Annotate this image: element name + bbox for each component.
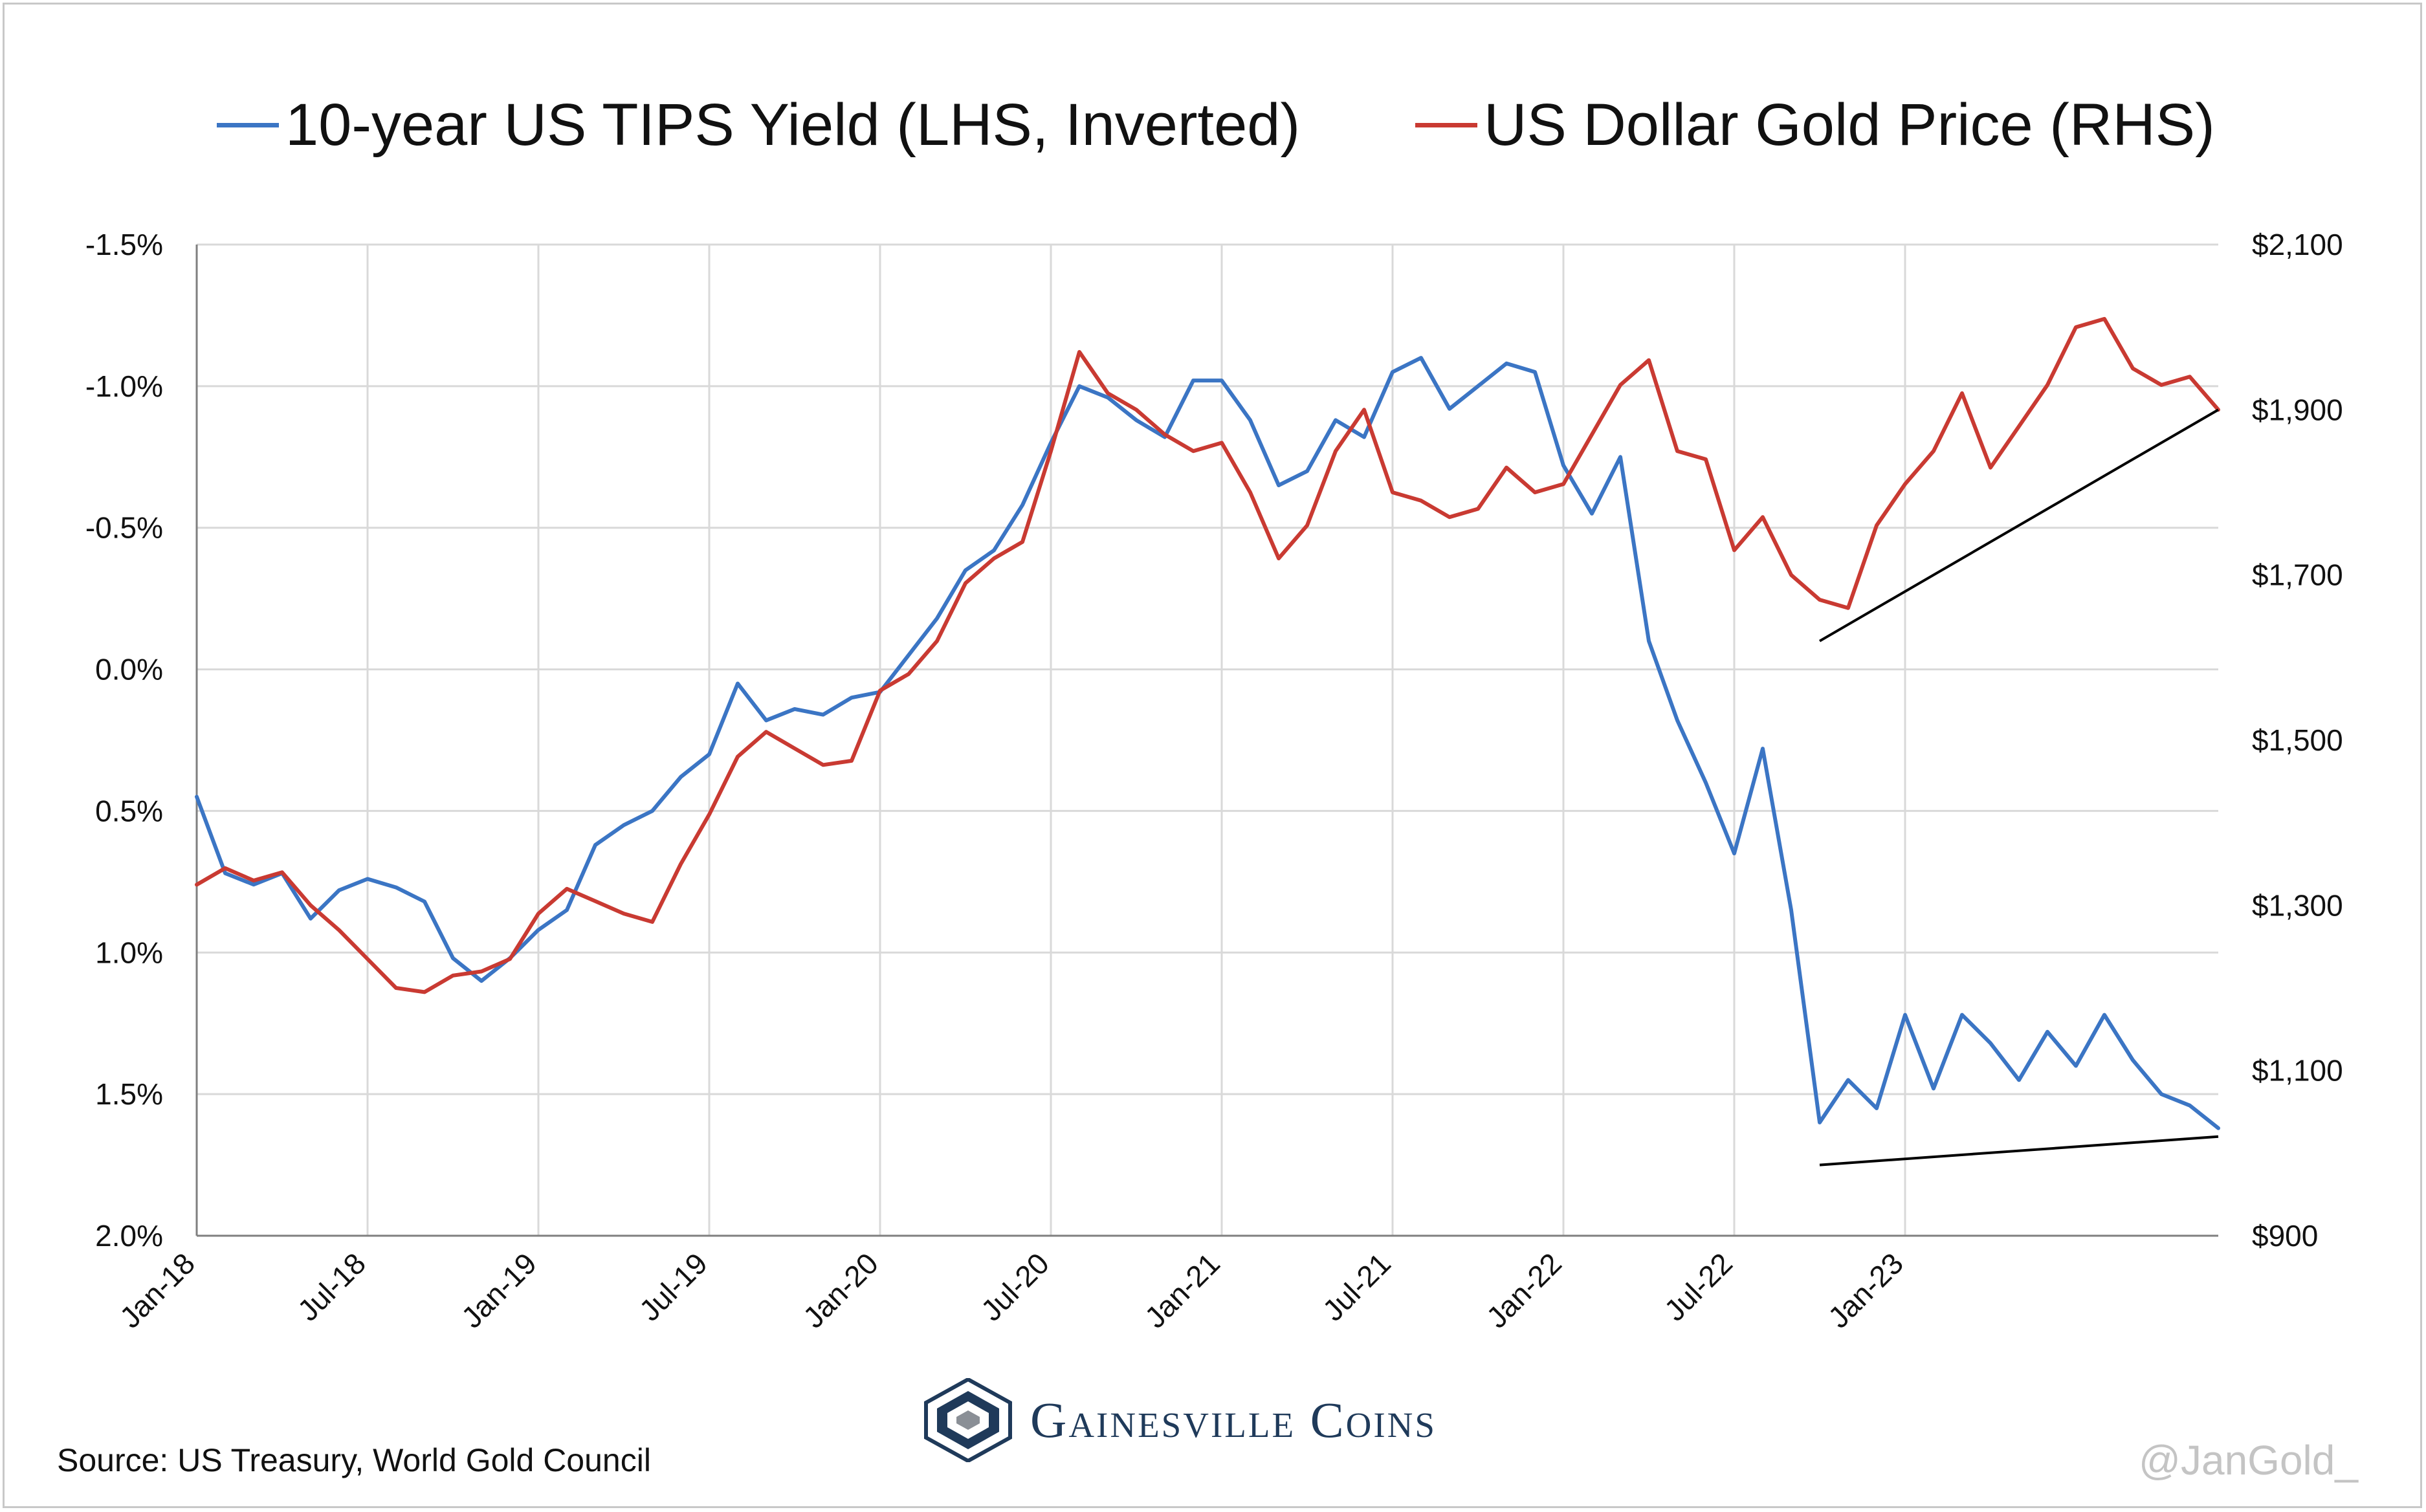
x-tick-label: Jan-20 [797, 1246, 885, 1334]
right-tick-label: $1,900 [2252, 393, 2343, 426]
legend-label-tips: 10-year US TIPS Yield (LHS, Inverted) [285, 91, 1301, 158]
x-tick-label: Jan-23 [1822, 1246, 1910, 1334]
trendline-gold [1818, 408, 2220, 642]
gainesville-coins-logo-icon [924, 1378, 1012, 1462]
right-tick-label: $1,700 [2252, 558, 2343, 592]
left-tick-label: -1.0% [85, 369, 163, 403]
logo-text: Gainesville Coins [1030, 1392, 1437, 1448]
x-tick-label: Jan-22 [1480, 1246, 1568, 1334]
left-tick-label: -0.5% [85, 511, 163, 545]
right-tick-label: $2,100 [2252, 228, 2343, 261]
x-tick-label: Jan-19 [455, 1246, 543, 1334]
x-tick-label: Jul-18 [291, 1246, 372, 1327]
series-tips-yield-line [195, 356, 2220, 1130]
watermark: @JanGold_ [2139, 1437, 2358, 1484]
left-tick-label: 2.0% [95, 1219, 163, 1253]
legend-item-tips-yield: 10-year US TIPS Yield (LHS, Inverted) [217, 76, 1300, 173]
left-tick-label: 0.0% [95, 653, 163, 686]
chart-frame [3, 3, 2422, 1508]
x-tick-label: Jul-19 [633, 1246, 714, 1327]
x-tick-label: Jan-21 [1138, 1246, 1226, 1334]
source-note: Source: US Treasury, World Gold Council [57, 1442, 651, 1478]
trendline-tips [1819, 1135, 2219, 1167]
right-tick-label: $900 [2252, 1219, 2318, 1253]
x-tick-label: Jul-21 [1316, 1246, 1397, 1327]
legend-swatch-gold [1415, 122, 1477, 127]
legend-swatch-tips [217, 122, 279, 127]
legend-label-gold: US Dollar Gold Price (RHS) [1484, 91, 2215, 158]
left-tick-label: -1.5% [85, 228, 163, 261]
right-tick-label: $1,500 [2252, 723, 2343, 757]
x-tick-label: Jan-18 [113, 1246, 201, 1334]
right-tick-label: $1,300 [2252, 888, 2343, 922]
gainesville-coins-logo: Gainesville Coins [923, 1378, 1437, 1462]
left-tick-label: 1.0% [95, 936, 163, 969]
legend-item-gold-price: US Dollar Gold Price (RHS) [1415, 76, 2215, 173]
left-tick-label: 0.5% [95, 794, 163, 827]
series-gold-price-line [195, 316, 2220, 994]
right-tick-label: $1,100 [2252, 1054, 2343, 1088]
left-tick-label: 1.5% [95, 1077, 163, 1111]
x-tick-label: Jul-22 [1658, 1246, 1739, 1327]
x-tick-label: Jul-20 [975, 1246, 1055, 1327]
